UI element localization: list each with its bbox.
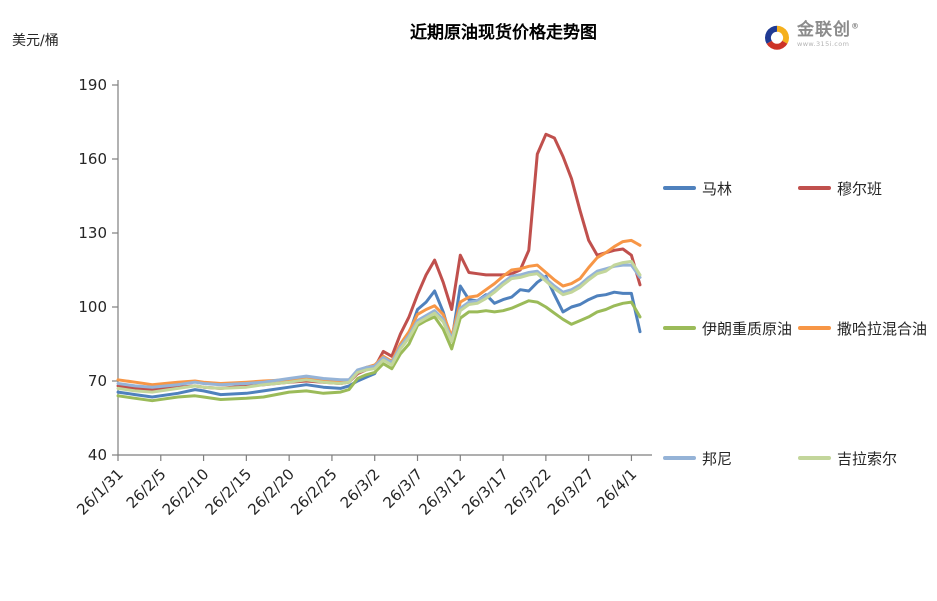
x-tick-label: 26/2/15 <box>202 465 256 519</box>
y-tick-label: 130 <box>78 224 107 242</box>
y-tick-label: 190 <box>78 76 107 94</box>
x-tick-label: 26/2/20 <box>244 465 298 519</box>
y-tick-label: 40 <box>88 446 107 464</box>
legend-label-bonny: 邦尼 <box>702 449 733 468</box>
legend-item-bonny: 邦尼 <box>663 448 798 469</box>
x-tick-label: 26/2/10 <box>159 465 213 519</box>
legend-label-malin: 马林 <box>702 179 733 198</box>
logo-icon <box>765 25 790 50</box>
chart-title: 近期原油现货价格走势图 <box>410 23 597 43</box>
x-tick-label: 26/3/2 <box>337 465 384 512</box>
series-line-穆尔班 <box>116 132 642 392</box>
x-tick-label: 26/3/12 <box>416 465 470 519</box>
x-tick-label: 26/3/27 <box>544 465 598 519</box>
logo-url: www.315i.com <box>797 40 850 48</box>
series-line-邦尼 <box>116 263 642 389</box>
series-line-伊朗重质原油 <box>116 299 642 403</box>
legend-row-1: 马林 穆尔班 <box>663 176 882 200</box>
x-tick-label: 26/3/22 <box>501 465 555 519</box>
muerban-line-swatch <box>798 186 831 190</box>
x-tick-label: 26/2/25 <box>287 465 341 519</box>
malin-line-swatch <box>663 186 696 190</box>
x-tick-label: 26/4/1 <box>593 465 640 512</box>
legend-row-3: 邦尼 吉拉索尔 <box>663 446 897 470</box>
iran-heavy-line-swatch <box>663 326 696 330</box>
logo: 金联创® www.315i.com <box>762 22 860 52</box>
logo-name: 金联创® <box>797 20 860 40</box>
series-line-吉拉索尔 <box>116 259 642 394</box>
legend-item-malin: 马林 <box>663 178 798 199</box>
bonny-line-swatch <box>663 456 696 460</box>
girassol-line-swatch <box>798 456 831 460</box>
series-line-马林 <box>116 274 642 399</box>
y-tick-label: 70 <box>88 372 107 390</box>
registered-mark: ® <box>851 21 860 31</box>
legend-label-iran-heavy: 伊朗重质原油 <box>702 319 793 338</box>
legend-item-iran-heavy: 伊朗重质原油 <box>663 318 798 339</box>
y-tick-label: 100 <box>78 298 107 316</box>
sahara-blend-line-swatch <box>798 326 831 330</box>
legend-label-muerban: 穆尔班 <box>837 179 883 198</box>
legend-item-sahara-blend: 撒哈拉混合油 <box>798 318 927 339</box>
x-tick-label: 26/3/17 <box>458 465 512 519</box>
axis-lines <box>117 80 652 456</box>
y-axis-unit-label: 美元/桶 <box>12 33 59 49</box>
legend-label-sahara-blend: 撒哈拉混合油 <box>837 319 928 338</box>
legend-row-2: 伊朗重质原油 撒哈拉混合油 <box>663 316 927 340</box>
logo-text: 金联创® www.315i.com <box>797 22 860 48</box>
x-tick-label: 26/1/31 <box>73 465 127 519</box>
legend-item-girassol: 吉拉索尔 <box>798 448 897 469</box>
legend-label-girassol: 吉拉索尔 <box>837 449 898 468</box>
legend-item-muerban: 穆尔班 <box>798 178 882 199</box>
y-tick-label: 160 <box>78 150 107 168</box>
